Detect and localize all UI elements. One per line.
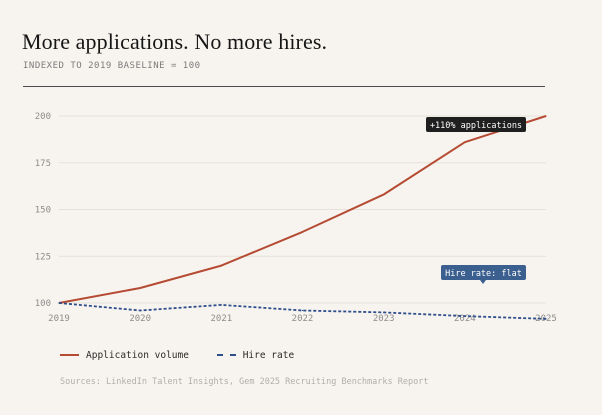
application-callout-box [426,117,526,132]
application-point-2020 [139,287,141,289]
y-tick-label-100: 100 [35,299,51,309]
application-point-2021 [220,265,222,267]
x-tick-label-2019: 2019 [48,314,70,324]
application-callout-text: +110% applications [430,121,522,131]
legend-swatch-hire [216,353,236,356]
y-tick-label-200: 200 [35,112,51,122]
hire-point-2024 [464,315,466,317]
hire-callout: Hire rate: flat [441,265,526,284]
series-layer [58,115,547,320]
hire-point-2021 [220,304,222,306]
gridlines [59,115,546,304]
application-point-2022 [301,231,304,233]
hire-point-2019 [58,302,60,304]
chart-title: More applications. No more hires. [22,29,328,54]
hire-point-2020 [139,309,141,312]
hire-callout-text: Hire rate: flat [445,269,522,279]
x-tick-label-2020: 2020 [129,314,151,324]
application-callout: +110% applications [426,117,526,132]
chart-legend: Application volume Hire rate [60,350,316,361]
header-divider [23,86,545,87]
x-tick-label-2022: 2022 [292,314,314,324]
y-tick-label-175: 175 [35,159,51,169]
y-tick-label-125: 125 [35,252,51,262]
chart-subtitle: INDEXED TO 2019 BASELINE = 100 [23,61,201,71]
application-point-2023 [383,193,385,196]
source-note: Sources: LinkedIn Talent Insights, Gem 2… [60,377,429,387]
hire-callout-box [441,265,526,280]
application-point-2025 [545,115,547,117]
legend-label-hire: Hire rate [242,350,295,361]
hire-point-2022 [301,309,304,312]
legend-item-application: Application volume [60,350,189,361]
hire-callout-pointer [480,280,486,284]
hire-point-2023 [383,311,385,313]
legend-item-hire: Hire rate [216,350,295,361]
hire-point-2025 [545,318,547,320]
y-axis: 100 125 150 175 200 [35,112,51,309]
legend-swatch-application [60,353,79,356]
x-tick-label-2023: 2023 [373,314,395,324]
application-point-2024 [464,141,466,143]
callouts: +110% applications Hire rate: flat [426,117,526,284]
y-tick-label-150: 150 [35,206,51,216]
legend-label-application: Application volume [86,350,189,361]
x-tick-label-2021: 2021 [210,314,232,324]
x-tick-label-2024: 2024 [454,314,476,324]
x-axis: 2019 2020 2021 2022 2023 2024 2025 [48,314,557,324]
